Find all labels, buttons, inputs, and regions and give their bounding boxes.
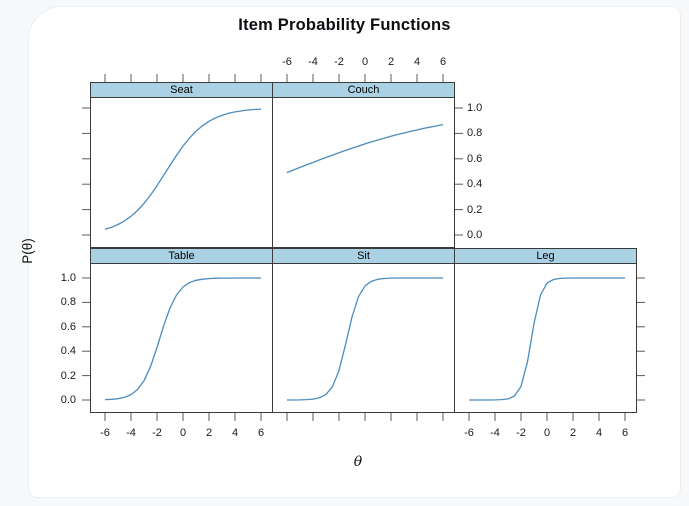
chart-title: Item Probability Functions: [238, 16, 451, 34]
panel-strip-couch: Couch: [273, 83, 454, 98]
x-axis-label: θ: [353, 454, 363, 470]
icc-curve-table: [91, 264, 272, 412]
top-x-tick-label: -2: [334, 56, 344, 68]
left-y-tick-label: 1.0: [60, 272, 76, 284]
bottom-x-tick-label: 6: [621, 427, 629, 439]
panel-strip-leg: Leg: [455, 249, 636, 264]
panel-strip-sit: Sit: [273, 249, 454, 264]
strip-label: Sit: [357, 250, 370, 262]
bottom-x-tick-label: 2: [205, 427, 213, 439]
icc-curve-leg: [455, 264, 636, 412]
top-x-tick-label: 0: [361, 56, 369, 68]
bottom-x-tick-label: -6: [464, 427, 474, 439]
right-y-tick-label: 0.0: [467, 229, 483, 241]
top-x-tick-label: 2: [387, 56, 395, 68]
panel-sit: Sit: [272, 248, 455, 413]
bottom-x-tick-label: 2: [569, 427, 577, 439]
bottom-x-tick-label: 0: [543, 427, 551, 439]
strip-label: Leg: [536, 250, 555, 262]
panel-strip-table: Table: [91, 249, 272, 264]
right-y-tick-label: 0.8: [467, 127, 483, 140]
bottom-x-tick-label: -6: [100, 427, 110, 439]
left-y-tick-label: 0.0: [60, 394, 76, 406]
right-y-tick-label: 0.6: [467, 152, 483, 165]
strip-label: Seat: [170, 84, 193, 96]
strip-label: Couch: [347, 84, 380, 96]
y-axis-label: P(θ): [20, 238, 35, 264]
bottom-x-tick-label: -4: [126, 427, 136, 439]
panel-leg: Leg: [454, 248, 637, 413]
icc-curve-couch: [273, 98, 454, 247]
bottom-x-tick-label: -2: [516, 427, 526, 439]
top-x-tick-label: -4: [308, 56, 318, 68]
panel-table: Table: [90, 248, 273, 413]
icc-curve-seat: [91, 98, 272, 247]
left-y-tick-label: 0.4: [60, 345, 76, 358]
right-y-tick-label: 1.0: [467, 102, 483, 114]
bottom-x-tick-label: -4: [490, 427, 500, 439]
panel-seat: Seat: [90, 82, 273, 248]
bottom-x-tick-label: 4: [595, 427, 603, 439]
left-y-tick-label: 0.2: [60, 369, 76, 382]
icc-curve-sit: [273, 264, 454, 412]
top-x-tick-label: 4: [413, 56, 421, 68]
panel-strip-seat: Seat: [91, 83, 272, 98]
top-x-tick-label: -6: [282, 56, 292, 68]
bottom-x-tick-label: -2: [152, 427, 162, 439]
right-y-tick-label: 0.4: [467, 178, 483, 191]
strip-label: Table: [168, 250, 195, 262]
bottom-x-tick-label: 0: [179, 427, 187, 439]
right-y-tick-label: 0.2: [467, 203, 483, 216]
bottom-x-tick-label: 6: [257, 427, 265, 439]
panel-couch: Couch: [272, 82, 455, 248]
top-x-tick-label: 6: [439, 56, 447, 68]
left-y-tick-label: 0.8: [60, 296, 76, 309]
bottom-x-tick-label: 4: [231, 427, 239, 439]
left-y-tick-label: 0.6: [60, 320, 76, 333]
